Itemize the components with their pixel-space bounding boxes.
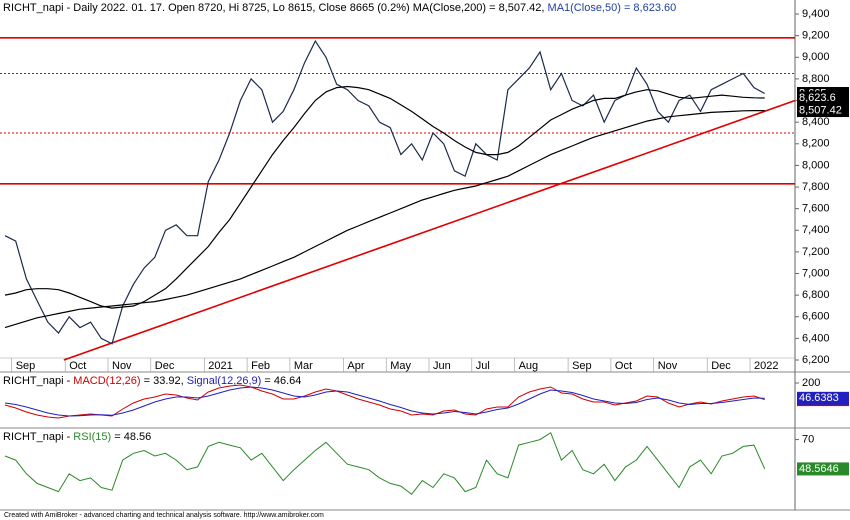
x-tick-label: Jun [433, 360, 451, 372]
y-tick-label: 6,400 [802, 332, 830, 344]
y-tick-label: 9,200 [802, 30, 830, 42]
last-value-box [797, 391, 849, 405]
x-tick-label: 2021 [208, 360, 232, 372]
panel-title: RICHT_napi - Daily 2022. 01. 17. Open 87… [3, 2, 676, 14]
x-tick-label: Feb [251, 360, 270, 372]
title-part: = 33.92, [141, 375, 187, 387]
title-part: RICHT_napi - [3, 431, 73, 443]
x-tick-label: Sep [572, 360, 592, 372]
x-tick-label: Oct [615, 360, 632, 372]
title-part: RICHT_napi - [3, 375, 73, 387]
x-tick-label: Jul [476, 360, 490, 372]
y-tick-label: 7,800 [802, 181, 830, 193]
y-tick-label: 200 [802, 377, 820, 389]
y-tick-label: 7,000 [802, 267, 830, 279]
y-tick-label: 7,400 [802, 224, 830, 236]
title-part: RSI(15) [73, 431, 111, 443]
last-value-label: 8,507.42 [799, 104, 842, 116]
last-value-box [797, 104, 849, 118]
x-tick-label: Dec [711, 360, 731, 372]
series-line [4, 386, 765, 417]
x-tick-label: Sep [16, 360, 36, 372]
y-tick-label: 9,000 [802, 51, 830, 63]
x-tick-label: Dec [155, 360, 175, 372]
y-tick-label: 8,400 [802, 116, 830, 128]
title-part: = 48.56 [111, 431, 151, 443]
footer: Created with AmiBroker - advanced charti… [4, 512, 324, 519]
panel-title: RICHT_napi - MACD(12,26) = 33.92, Signal… [3, 375, 301, 387]
y-tick-label: 6,800 [802, 289, 830, 301]
series-line [4, 39, 765, 345]
x-tick-label: Nov [112, 360, 132, 372]
y-tick-label: 7,600 [802, 203, 830, 215]
panel-title: RICHT_napi - RSI(15) = 48.56 [3, 431, 151, 443]
y-tick-label: 70 [802, 433, 814, 445]
y-tick-label: 9,400 [802, 8, 830, 20]
last-value-label: 46.6383 [799, 392, 839, 404]
y-tick-label: 8,200 [802, 138, 830, 150]
title-part: Signal(12,26,9) [187, 375, 262, 387]
title-part: RICHT_napi - Daily 2022. 01. 17. Open 87… [3, 2, 548, 14]
last-value-box [797, 462, 849, 476]
y-tick-label: 8,800 [802, 73, 830, 85]
x-tick-label: Oct [69, 360, 86, 372]
y-tick-label: 8,000 [802, 159, 830, 171]
x-tick-label: Mar [294, 360, 313, 372]
y-tick-label: 6,600 [802, 311, 830, 323]
x-tick-label: 2022 [754, 360, 778, 372]
trend-line [63, 99, 796, 361]
last-value-label: 8,623.6 [799, 92, 836, 104]
last-value-box [797, 91, 849, 105]
title-part: MACD(12,26) [73, 375, 140, 387]
x-tick-label: Aug [519, 360, 539, 372]
x-tick-label: May [390, 360, 411, 372]
last-value-label: 48.5646 [799, 463, 839, 475]
x-tick-label: Apr [347, 360, 364, 372]
y-tick-label: 6,200 [802, 354, 830, 366]
title-part: MA1(Close,50) = 8,623.60 [548, 2, 677, 14]
series-line [4, 431, 766, 495]
series-line [4, 384, 765, 419]
y-tick-label: 7,200 [802, 246, 830, 258]
series-line [4, 110, 765, 329]
series-line [4, 85, 765, 309]
x-tick-label: Nov [658, 360, 678, 372]
title-part: = 46.64 [261, 375, 301, 387]
